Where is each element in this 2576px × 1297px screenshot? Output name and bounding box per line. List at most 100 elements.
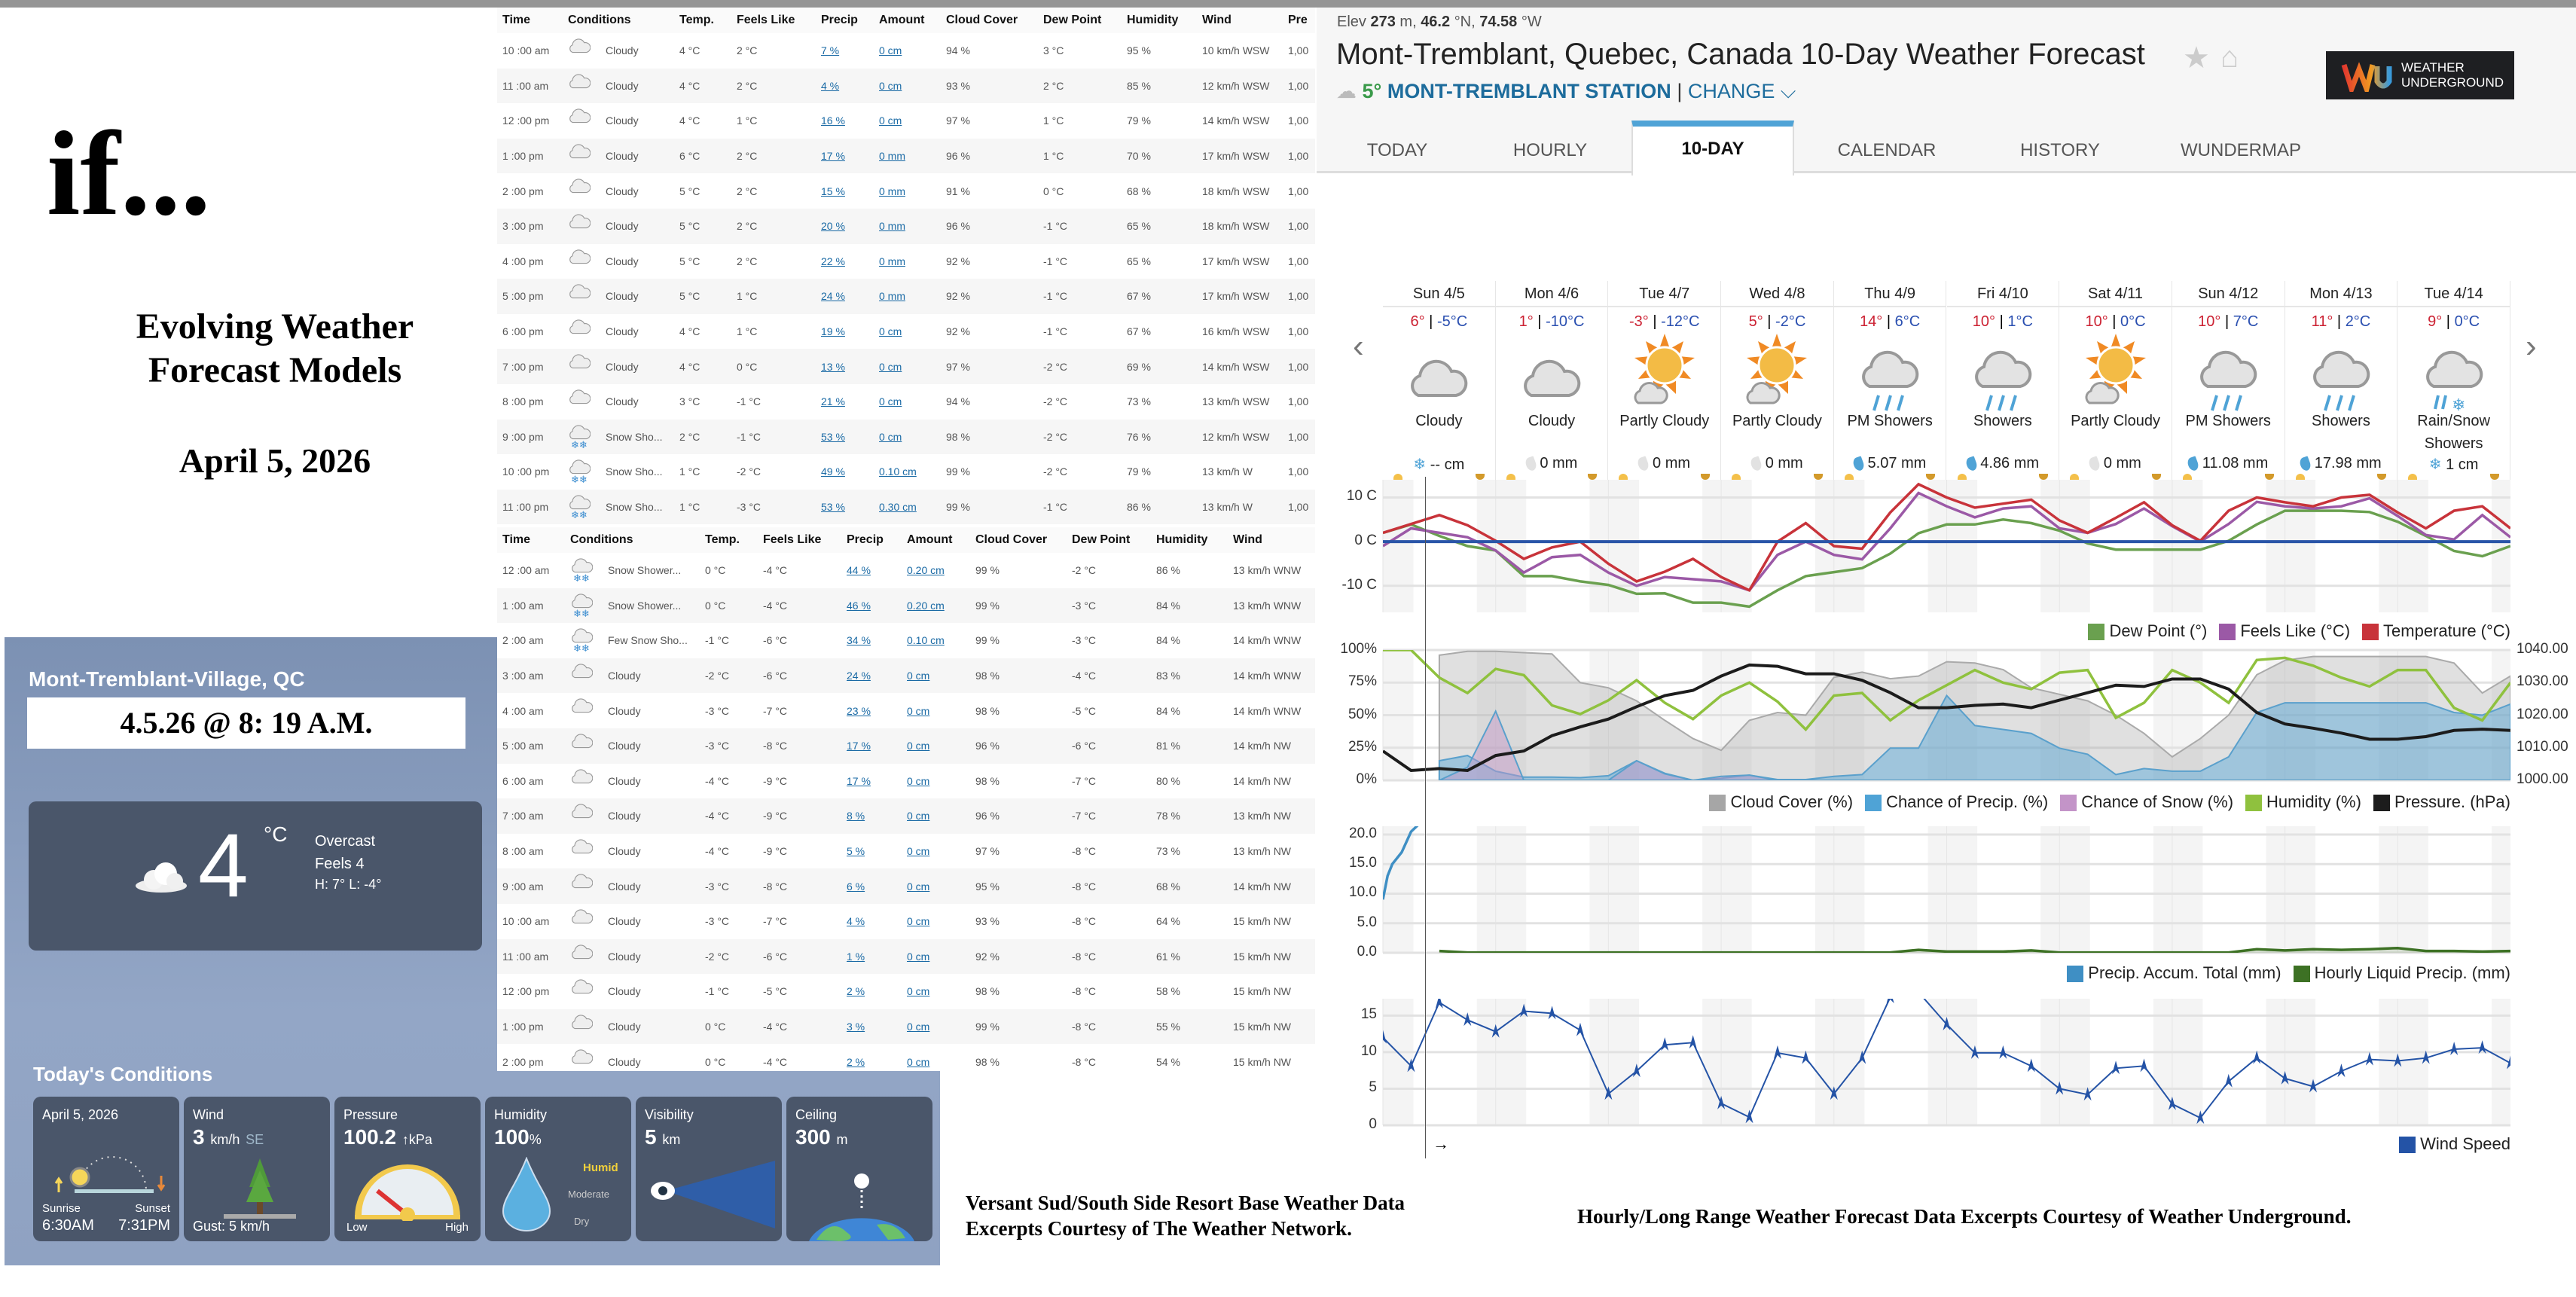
legend-item[interactable]: Wind Speed bbox=[2399, 1134, 2510, 1154]
day-column[interactable]: Sun 4/5 6° | -5°C Cloudy ❄ -- cm bbox=[1383, 281, 1496, 484]
amount-link-cell[interactable]: 0 cm bbox=[907, 774, 930, 787]
amount-link-cell[interactable]: 0 mm bbox=[879, 290, 905, 303]
precip-link-cell[interactable]: 16 % bbox=[821, 114, 845, 127]
chevron-down-icon[interactable]: ⌵ bbox=[1780, 80, 1796, 102]
precip-link-cell[interactable]: 3 % bbox=[847, 1021, 865, 1033]
legend-item[interactable]: Temperature (°C) bbox=[2362, 621, 2510, 641]
legend-item[interactable]: Chance of Precip. (%) bbox=[1865, 792, 2048, 812]
night-band bbox=[1814, 826, 1834, 953]
tab-calendar[interactable]: CALENDAR bbox=[1837, 140, 1937, 160]
amount-link-cell[interactable]: 0 cm bbox=[907, 985, 930, 998]
amount-link-cell[interactable]: 0 cm bbox=[907, 670, 930, 682]
precip-link-cell[interactable]: 53 % bbox=[821, 430, 845, 443]
legend-item[interactable]: Humidity (%) bbox=[2245, 792, 2361, 812]
legend-item[interactable]: Chance of Snow (%) bbox=[2060, 792, 2233, 812]
precip-link-cell[interactable]: 5 % bbox=[847, 845, 865, 858]
legend-item[interactable]: Precip. Accum. Total (mm) bbox=[2067, 963, 2281, 983]
amount-link-cell[interactable]: 0.20 cm bbox=[907, 564, 945, 577]
amount-link-cell[interactable]: 0.10 cm bbox=[879, 465, 917, 478]
amount-link-cell[interactable]: 0 mm bbox=[879, 185, 905, 197]
precip-link-cell[interactable]: 19 % bbox=[821, 325, 845, 338]
precip-link-cell[interactable]: 44 % bbox=[847, 564, 871, 577]
precip-link-cell[interactable]: 34 % bbox=[847, 634, 871, 647]
amount-link-cell[interactable]: 0.10 cm bbox=[907, 634, 945, 647]
precip-link-cell[interactable]: 8 % bbox=[847, 810, 865, 822]
amount-link-cell[interactable]: 0 mm bbox=[879, 220, 905, 233]
time-cell: 12 :00 pm bbox=[502, 985, 550, 998]
amount-link-cell[interactable]: 0 cm bbox=[879, 430, 902, 443]
time-cell: 12 :00 am bbox=[502, 564, 550, 577]
precip-link-cell[interactable]: 20 % bbox=[821, 220, 845, 233]
tab-history[interactable]: HISTORY bbox=[2020, 140, 2100, 160]
station-name-link[interactable]: MONT-TREMBLANT STATION bbox=[1387, 80, 1671, 102]
precip-link-cell[interactable]: 13 % bbox=[821, 360, 845, 373]
tab-today[interactable]: TODAY bbox=[1366, 140, 1428, 160]
amount-link-cell[interactable]: 0 cm bbox=[907, 810, 930, 822]
precip-link-cell[interactable]: 15 % bbox=[821, 185, 845, 197]
home-icon[interactable]: ⌂ bbox=[2220, 41, 2239, 74]
precip-link-cell[interactable]: 49 % bbox=[821, 465, 845, 478]
amount-link-cell[interactable]: 0 cm bbox=[907, 915, 930, 928]
precip-link-cell[interactable]: 17 % bbox=[847, 774, 871, 787]
day-column[interactable]: Sun 4/12 10° | 7°C PM Showers 11.08 mm bbox=[2172, 281, 2285, 484]
precip-link-cell[interactable]: 24 % bbox=[821, 290, 845, 303]
amount-link-cell[interactable]: 0 cm bbox=[907, 704, 930, 717]
day-column[interactable]: Tue 4/7 -3° | -12°C Partly Cloudy 0 mm bbox=[1608, 281, 1722, 484]
precip-link-cell[interactable]: 7 % bbox=[821, 44, 840, 57]
amount-link-cell[interactable]: 0 cm bbox=[879, 44, 902, 57]
amount-link-cell[interactable]: 0 cm bbox=[879, 360, 902, 373]
day-column[interactable]: Mon 4/13 11° | 2°C Showers 17.98 mm bbox=[2285, 281, 2398, 484]
day-column[interactable]: Thu 4/9 14° | 6°C PM Showers 5.07 mm bbox=[1833, 281, 1947, 484]
amount-link-cell[interactable]: 0 cm bbox=[907, 1021, 930, 1033]
day-column[interactable]: Sat 4/11 10° | 0°C Partly Cloudy 0 mm bbox=[2059, 281, 2172, 484]
precip-link-cell[interactable]: 53 % bbox=[821, 501, 845, 514]
precip-link-cell[interactable]: 6 % bbox=[847, 880, 865, 893]
amount-link-cell[interactable]: 0 cm bbox=[879, 325, 902, 338]
amount-link-cell[interactable]: 0.30 cm bbox=[879, 501, 917, 514]
amount-link-cell[interactable]: 0 cm bbox=[879, 395, 902, 408]
precip-link-cell[interactable]: 4 % bbox=[847, 915, 865, 928]
amount-link-cell[interactable]: 0 cm bbox=[907, 740, 930, 752]
precip-link-cell[interactable]: 23 % bbox=[847, 704, 871, 717]
favorite-star-icon[interactable]: ★ bbox=[2183, 41, 2210, 75]
wu-logo[interactable]: WEATHER UNDERGROUND bbox=[2326, 51, 2514, 99]
legend-item[interactable]: Cloud Cover (%) bbox=[1709, 792, 1853, 812]
precip-link-cell[interactable]: 24 % bbox=[847, 670, 871, 682]
precip-link-cell[interactable]: 2 % bbox=[847, 985, 865, 998]
precip-link-cell[interactable]: 22 % bbox=[821, 255, 845, 267]
precip-link-cell[interactable]: 4 % bbox=[821, 79, 840, 92]
day-column[interactable]: Tue 4/14 9° | 0°C ❄ Rain/Snow Showers ❄ … bbox=[2397, 281, 2510, 484]
tab-10-day[interactable]: 10-DAY bbox=[1631, 121, 1794, 175]
amount-link-cell[interactable]: 0 cm bbox=[879, 79, 902, 92]
day-column[interactable]: Fri 4/10 10° | 1°C Showers 4.86 mm bbox=[1946, 281, 2060, 484]
chevron-left-icon[interactable]: ‹ bbox=[1353, 328, 1364, 365]
legend-item[interactable]: Feels Like (°C) bbox=[2219, 621, 2350, 641]
tab-wundermap[interactable]: WUNDERMAP bbox=[2181, 140, 2301, 160]
precip-link-cell[interactable]: 2 % bbox=[847, 1055, 865, 1068]
precip-link-cell[interactable]: 46 % bbox=[847, 599, 871, 612]
amount-link-cell[interactable]: 0 cm bbox=[907, 845, 930, 858]
precip-link-cell[interactable]: 17 % bbox=[847, 740, 871, 752]
amount-link-cell[interactable]: 0 cm bbox=[907, 1055, 930, 1068]
amount-link-cell[interactable]: 0.20 cm bbox=[907, 599, 945, 612]
chevron-right-icon[interactable]: › bbox=[2526, 328, 2537, 365]
night-band bbox=[2379, 999, 2398, 1125]
day-column[interactable]: Wed 4/8 5° | -2°C Partly Cloudy 0 mm bbox=[1721, 281, 1834, 484]
legend-item[interactable]: Pressure. (hPa) bbox=[2373, 792, 2510, 812]
precip-link-cell[interactable]: 17 % bbox=[821, 150, 845, 163]
amount-link-cell[interactable]: 0 cm bbox=[907, 950, 930, 963]
amount-link-cell[interactable]: 0 cm bbox=[907, 880, 930, 893]
tab-hourly[interactable]: HOURLY bbox=[1512, 140, 1588, 160]
amount-link-cell[interactable]: 0 mm bbox=[879, 255, 905, 267]
amount-link-cell[interactable]: 0 mm bbox=[879, 150, 905, 163]
precip-link-cell[interactable]: 1 % bbox=[847, 950, 865, 963]
wind-cell: 14 km/h WNW bbox=[1233, 670, 1302, 682]
scroll-arrow-icon[interactable]: → bbox=[1433, 1134, 1450, 1153]
day-precip: 4.86 mm bbox=[1947, 455, 2059, 472]
change-station-button[interactable]: CHANGE bbox=[1687, 80, 1775, 102]
day-column[interactable]: Mon 4/6 1° | -10°C Cloudy 0 mm bbox=[1495, 281, 1609, 484]
amount-link-cell[interactable]: 0 cm bbox=[879, 114, 902, 127]
precip-link-cell[interactable]: 21 % bbox=[821, 395, 845, 408]
legend-item[interactable]: Dew Point (°) bbox=[2088, 621, 2207, 641]
legend-item[interactable]: Hourly Liquid Precip. (mm) bbox=[2293, 963, 2510, 983]
